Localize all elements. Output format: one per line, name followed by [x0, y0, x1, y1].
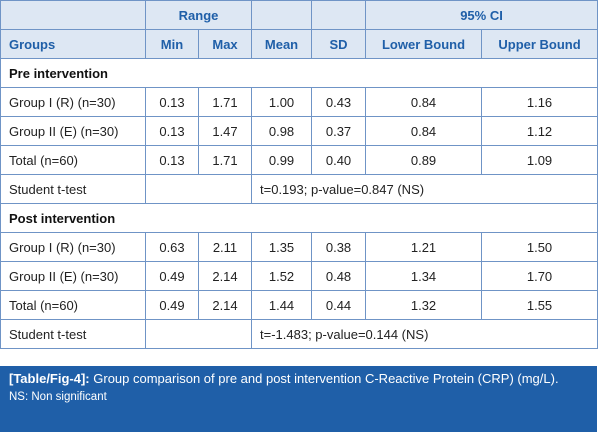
- cell-min: 0.49: [145, 261, 199, 291]
- cell-mean: 0.98: [251, 116, 313, 146]
- header-sd: SD: [311, 29, 367, 59]
- ttest-value: t=0.193; p-value=0.847 (NS): [251, 174, 599, 204]
- table-row: Total (n=60) 0.13 1.71 0.99 0.40 0.89 1.…: [0, 145, 599, 175]
- ttest-label: Student t-test: [0, 174, 146, 204]
- cell-upper: 1.09: [481, 145, 599, 175]
- cell-upper: 1.55: [481, 290, 599, 320]
- cell-min: 0.63: [145, 232, 199, 262]
- table-row: Total (n=60) 0.49 2.14 1.44 0.44 1.32 1.…: [0, 290, 599, 320]
- header-lower-bound: Lower Bound: [365, 29, 483, 59]
- ttest-row: Student t-test t=-1.483; p-value=0.144 (…: [0, 319, 599, 349]
- table-row: Group I (R) (n=30) 0.63 2.11 1.35 0.38 1…: [0, 232, 599, 262]
- cell-max: 1.71: [197, 87, 253, 117]
- table-row: Group II (E) (n=30) 0.49 2.14 1.52 0.48 …: [0, 261, 599, 291]
- cell-group: Group I (R) (n=30): [0, 87, 146, 117]
- ttest-spacer: [144, 174, 253, 204]
- cell-mean: 1.35: [251, 232, 313, 262]
- header-max: Max: [197, 29, 253, 59]
- cell-min: 0.49: [145, 290, 199, 320]
- cell-max: 2.11: [197, 232, 253, 262]
- cell-sd: 0.43: [311, 87, 367, 117]
- caption-text: Group comparison of pre and post interve…: [89, 371, 559, 386]
- cell-mean: 1.44: [251, 290, 313, 320]
- header-range: Range: [144, 0, 253, 30]
- cell-mean: 0.99: [251, 145, 313, 175]
- cell-sd: 0.48: [311, 261, 367, 291]
- header-upper-bound: Upper Bound: [481, 29, 599, 59]
- header-min: Min: [145, 29, 199, 59]
- crp-comparison-table: Range 95% CI Groups Min Max Mean SD Lowe…: [0, 0, 599, 349]
- table-row: Group II (E) (n=30) 0.13 1.47 0.98 0.37 …: [0, 116, 599, 146]
- cell-max: 1.47: [197, 116, 253, 146]
- cell-lower: 0.84: [365, 116, 483, 146]
- cell-group: Total (n=60): [0, 145, 146, 175]
- cell-group: Group I (R) (n=30): [0, 232, 146, 262]
- cell-sd: 0.38: [311, 232, 367, 262]
- cell-upper: 1.70: [481, 261, 599, 291]
- cell-sd: 0.40: [311, 145, 367, 175]
- section-title: Pre intervention: [0, 58, 599, 88]
- cell-group: Group II (E) (n=30): [0, 261, 146, 291]
- cell-max: 1.71: [197, 145, 253, 175]
- header-blank-sd: [311, 0, 367, 30]
- cell-upper: 1.50: [481, 232, 599, 262]
- cell-lower: 1.34: [365, 261, 483, 291]
- caption-text-line: [Table/Fig-4]: Group comparison of pre a…: [9, 371, 588, 387]
- cell-lower: 1.21: [365, 232, 483, 262]
- cell-lower: 1.32: [365, 290, 483, 320]
- header-row-bottom: Groups Min Max Mean SD Lower Bound Upper…: [0, 29, 599, 59]
- cell-lower: 0.89: [365, 145, 483, 175]
- table-row: Group I (R) (n=30) 0.13 1.71 1.00 0.43 0…: [0, 87, 599, 117]
- cell-min: 0.13: [145, 87, 199, 117]
- header-groups: Groups: [0, 29, 146, 59]
- cell-max: 2.14: [197, 261, 253, 291]
- header-blank-mean: [251, 0, 313, 30]
- cell-sd: 0.44: [311, 290, 367, 320]
- caption-note: NS: Non significant: [9, 391, 107, 403]
- header-ci: 95% CI: [365, 0, 599, 30]
- section-title: Post intervention: [0, 203, 599, 233]
- table-caption: [Table/Fig-4]: Group comparison of pre a…: [0, 366, 597, 432]
- header-mean: Mean: [251, 29, 313, 59]
- ttest-value: t=-1.483; p-value=0.144 (NS): [251, 319, 599, 349]
- cell-mean: 1.00: [251, 87, 313, 117]
- cell-group: Total (n=60): [0, 290, 146, 320]
- cell-max: 2.14: [197, 290, 253, 320]
- header-blank: [0, 0, 146, 30]
- ttest-row: Student t-test t=0.193; p-value=0.847 (N…: [0, 174, 599, 204]
- caption-label: [Table/Fig-4]:: [9, 371, 90, 386]
- header-row-top: Range 95% CI: [0, 0, 599, 30]
- cell-min: 0.13: [145, 145, 199, 175]
- cell-upper: 1.16: [481, 87, 599, 117]
- ttest-spacer: [144, 319, 253, 349]
- section-post-intervention: Post intervention: [0, 203, 599, 233]
- cell-group: Group II (E) (n=30): [0, 116, 146, 146]
- section-pre-intervention: Pre intervention: [0, 58, 599, 88]
- cell-lower: 0.84: [365, 87, 483, 117]
- cell-upper: 1.12: [481, 116, 599, 146]
- cell-mean: 1.52: [251, 261, 313, 291]
- ttest-label: Student t-test: [0, 319, 146, 349]
- cell-sd: 0.37: [311, 116, 367, 146]
- cell-min: 0.13: [145, 116, 199, 146]
